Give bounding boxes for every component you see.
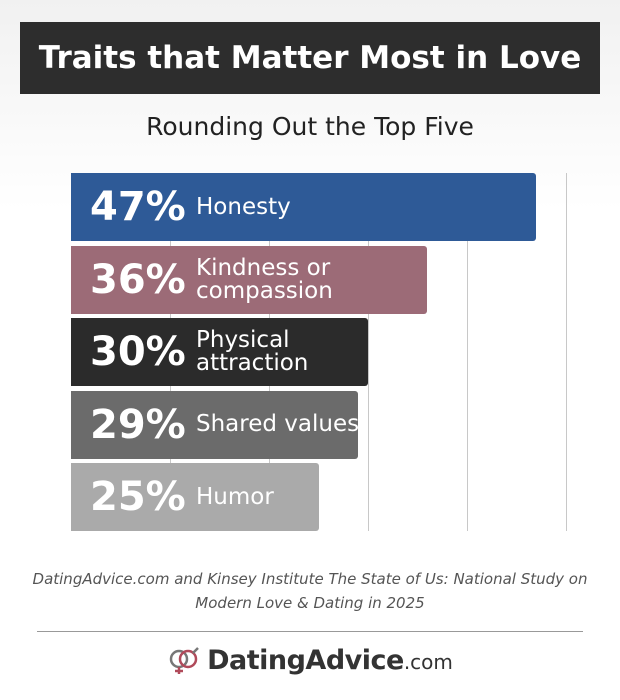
divider (37, 631, 583, 632)
brand-suffix: .com (403, 650, 453, 674)
value-label: 47% (90, 184, 186, 230)
brand-logo: DatingAdvice .com (0, 645, 620, 676)
brand-icon (169, 646, 199, 674)
category-label: Shared values (196, 411, 360, 437)
category-label: Kindness or compassion (196, 254, 333, 304)
bar (71, 463, 319, 531)
category-label: Physical attraction (196, 327, 309, 376)
chart-subtitle: Rounding Out the Top Five (146, 112, 474, 141)
bar (71, 318, 368, 386)
bar (71, 390, 359, 459)
grid-line (368, 173, 369, 531)
value-label: 25% (90, 474, 186, 520)
category-label: Honesty (196, 193, 291, 220)
source-note: DatingAdvice.com and Kinsey Institute Th… (32, 570, 588, 612)
value-label: 36% (90, 256, 186, 303)
grid-line (566, 173, 567, 531)
grid-line (467, 173, 468, 531)
value-label: 30% (90, 329, 186, 375)
bar (71, 245, 428, 314)
plot-area: 47% Honesty 36% Kindness or compassion 30% Ph… (71, 173, 567, 531)
value-label: 29% (90, 401, 186, 448)
brand-name: DatingAdvice (207, 645, 404, 676)
chart-title: Traits that Matter Most in Love (20, 22, 600, 94)
category-label: Humor (196, 483, 274, 510)
bar (71, 173, 537, 241)
